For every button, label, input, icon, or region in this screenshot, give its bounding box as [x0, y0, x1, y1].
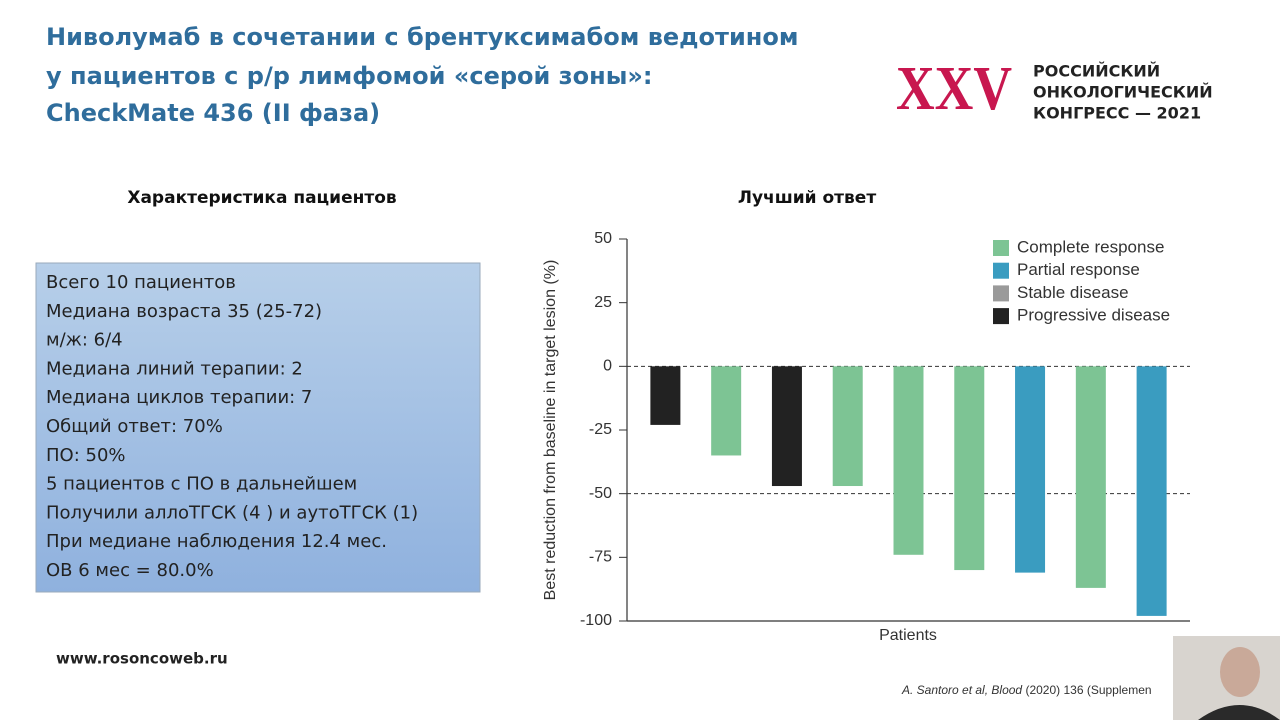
logo-text: РОССИЙСКИЙ — [1033, 62, 1160, 81]
x-axis-label: Patients — [879, 627, 937, 644]
bar — [650, 366, 681, 425]
summary-line: 5 пациентов с ПО в дальнейшем — [46, 474, 357, 495]
summary-line: ПО: 50% — [46, 445, 126, 466]
summary-line: Медиана линий терапии: 2 — [46, 358, 303, 379]
summary-line: ОВ 6 мес = 80.0% — [46, 560, 214, 581]
summary-line: Медиана возраста 35 (25-72) — [46, 301, 322, 322]
summary-line: м/ж: 6/4 — [46, 330, 123, 351]
legend-label: Partial response — [1017, 260, 1140, 279]
citation-part: A. Santoro et al, — [901, 683, 988, 697]
citation-part: (2020) 136 (Supplemen — [1025, 683, 1151, 697]
website: www.rosoncoweb.ru — [56, 650, 228, 668]
heading: Характеристика пациентов — [127, 188, 397, 208]
bar — [771, 366, 802, 487]
summary-line: Получили аллоТГСК (4 ) и аутоТГСК (1) — [46, 502, 418, 523]
legend-label: Progressive disease — [1017, 306, 1170, 325]
y-tick-label: 50 — [594, 230, 612, 247]
summary-line: Общий ответ: 70% — [46, 416, 223, 437]
y-tick-label: -100 — [580, 612, 612, 629]
legend-swatch — [993, 308, 1009, 325]
legend-swatch — [993, 285, 1009, 302]
y-tick-label: 25 — [594, 294, 612, 311]
summary-box — [35, 262, 481, 593]
bar — [954, 366, 985, 571]
legend-swatch — [993, 240, 1009, 256]
webcam-person — [1220, 647, 1260, 697]
citation: A. Santoro et al, Blood (2020) 136 (Supp… — [901, 683, 1152, 697]
logo-text: ОНКОЛОГИЧЕСКИЙ — [1033, 83, 1213, 102]
y-tick-label: 0 — [603, 358, 612, 375]
citation-part: Blood — [991, 683, 1022, 697]
logo-text: КОНГРЕСС — 2021 — [1033, 104, 1201, 123]
webcam-person — [1198, 705, 1280, 720]
legend-label: Stable disease — [1017, 283, 1129, 302]
legend-swatch — [993, 262, 1009, 279]
bar — [832, 366, 863, 487]
summary-line: Всего 10 пациентов — [46, 272, 236, 293]
title-line: у пациентов с р/р лимфомой «серой зоны»: — [46, 62, 653, 90]
heading: Лучший ответ — [738, 188, 876, 208]
summary-line: Медиана циклов терапии: 7 — [46, 387, 312, 408]
title-line: Ниволумаб в сочетании с брентуксимабом в… — [46, 23, 798, 51]
bar — [711, 366, 742, 456]
bar — [1136, 366, 1167, 616]
bar — [893, 366, 924, 555]
y-tick-label: -75 — [589, 549, 612, 566]
y-axis-label: Best reduction from baseline in target l… — [542, 260, 559, 601]
bar — [1075, 366, 1106, 588]
bar — [1015, 366, 1046, 573]
logo-mark: XXV — [896, 55, 1012, 123]
y-tick-label: -25 — [589, 421, 612, 438]
summary-line: При медиане наблюдения 12.4 мес. — [46, 531, 387, 552]
legend-label: Complete response — [1017, 237, 1164, 256]
title-line: CheckMate 436 (II фаза) — [46, 99, 380, 127]
summary: Всего 10 пациентов Медиана возраста 35 (2… — [46, 272, 418, 581]
y-tick-label: -50 — [589, 485, 612, 502]
